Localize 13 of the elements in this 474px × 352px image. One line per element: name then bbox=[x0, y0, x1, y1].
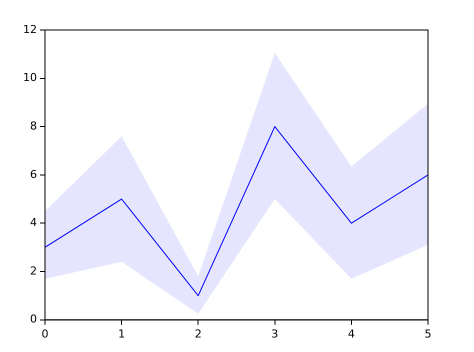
y-tick-label: 10 bbox=[22, 71, 37, 84]
y-tick-label: 8 bbox=[30, 119, 37, 132]
x-tick-label: 2 bbox=[194, 327, 202, 340]
x-tick-label: 5 bbox=[424, 327, 432, 340]
x-tick-label: 3 bbox=[271, 327, 278, 340]
x-tick-label: 0 bbox=[41, 327, 48, 340]
y-tick-label: 12 bbox=[22, 22, 37, 36]
y-tick-label: 0 bbox=[30, 312, 37, 326]
y-tick-label: 4 bbox=[30, 216, 37, 230]
x-tick-label: 4 bbox=[348, 327, 355, 340]
x-tick-label: 1 bbox=[118, 327, 126, 340]
y-tick-label: 6 bbox=[30, 168, 37, 181]
y-tick-label: 2 bbox=[30, 264, 37, 278]
